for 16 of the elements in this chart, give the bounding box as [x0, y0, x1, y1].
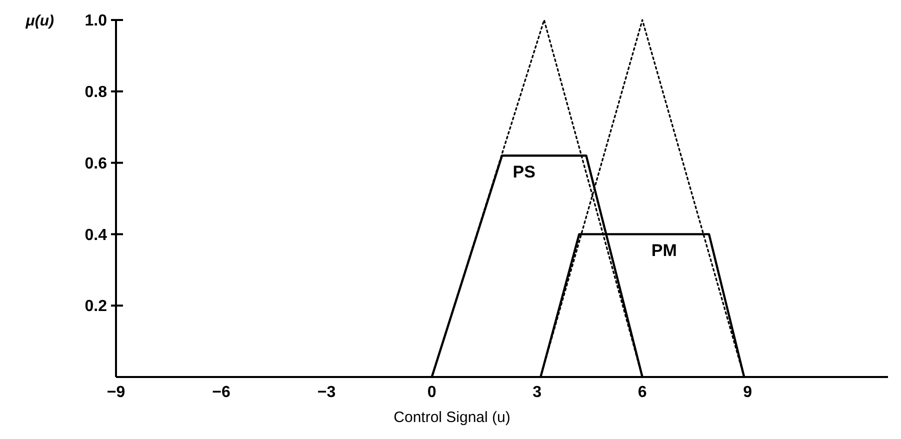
- x-tick-label: 3: [532, 384, 542, 401]
- series-label: PS: [512, 162, 536, 182]
- x-tick-label: 9: [743, 384, 752, 401]
- series-label: PM: [651, 241, 677, 260]
- x-tick-label: 0: [427, 384, 436, 401]
- x-tick-label: −9: [106, 384, 126, 401]
- y-tick-label: 1.0: [84, 12, 108, 30]
- y-tick-label: 0.6: [84, 155, 108, 172]
- x-tick-label: −3: [317, 384, 336, 401]
- y-axis-title: μ(u): [24, 12, 54, 30]
- x-tick-label: −6: [212, 384, 230, 401]
- x-axis-title: Control Signal (u): [394, 409, 510, 426]
- y-tick-label: 0.2: [84, 298, 108, 316]
- y-tick-label: 0.4: [84, 226, 108, 244]
- y-tick-label: 0.8: [84, 84, 108, 101]
- x-tick-label: 6: [638, 384, 647, 401]
